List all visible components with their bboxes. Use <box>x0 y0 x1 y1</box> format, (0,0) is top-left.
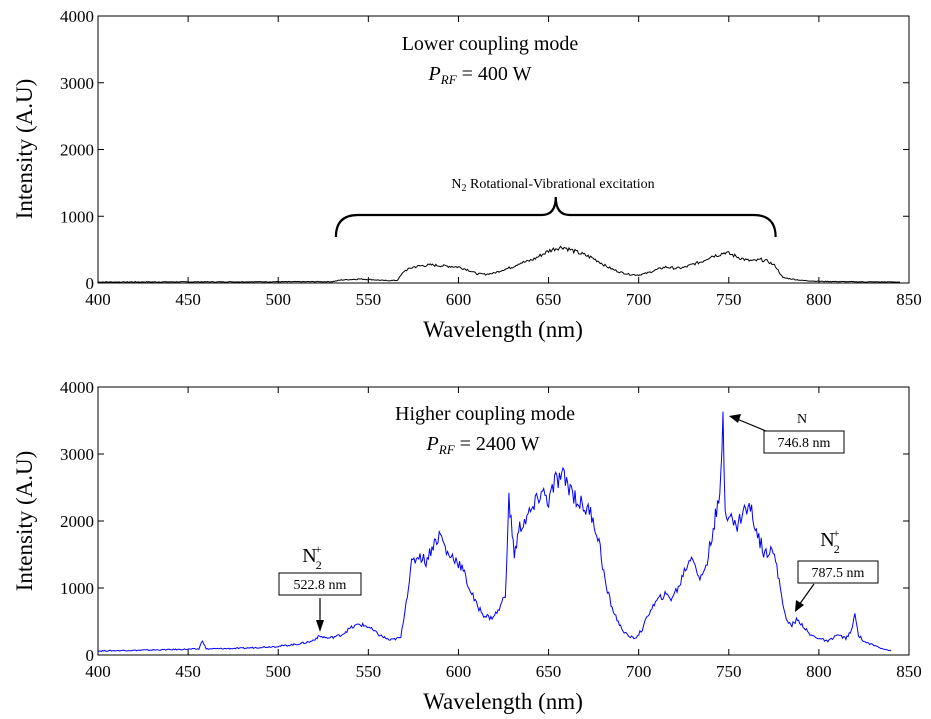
top-plot-frame <box>97 15 910 284</box>
y-tick-label: 2000 <box>60 512 94 531</box>
brace-label: N2 Rotational-Vibrational excitation <box>451 177 654 194</box>
y-tick-label: 3000 <box>60 74 94 93</box>
x-tick-label: 650 <box>536 290 562 309</box>
annotation-n2plus-522: N2+ 522.8 nm <box>278 542 362 632</box>
bottom-power-label: PRF = 2400 W <box>426 433 540 457</box>
y-tick-label: 3000 <box>60 445 94 464</box>
y-tick-label: 0 <box>86 274 95 293</box>
bottom-x-axis-title: Wavelength (nm) <box>423 689 583 714</box>
x-tick-label: 550 <box>356 662 382 681</box>
x-tick-label: 450 <box>175 290 201 309</box>
x-tick-label: 400 <box>85 662 111 681</box>
top-spectrum-line <box>98 245 901 283</box>
annotation-box <box>763 430 845 454</box>
annotation-label: 746.8 nm <box>778 436 831 451</box>
x-tick-label: 650 <box>536 662 562 681</box>
top-x-axis-title: Wavelength (nm) <box>423 317 583 342</box>
bottom-y-axis-title: Intensity (A.U) <box>12 451 37 592</box>
x-tick-label: 800 <box>806 290 832 309</box>
x-tick-label: 850 <box>896 290 922 309</box>
x-tick-label: 550 <box>356 290 382 309</box>
arrow-head <box>316 620 324 632</box>
bottom-mode-title: Higher coupling mode <box>395 403 575 425</box>
y-tick-label: 4000 <box>60 378 94 397</box>
y-tick-label: 2000 <box>60 141 94 160</box>
x-tick-label: 450 <box>175 662 201 681</box>
top-mode-title: Lower coupling mode <box>402 33 579 55</box>
annotation-arrow <box>798 583 815 606</box>
higher-coupling-panel: 400 450 500 550 600 650 700 750 800 850 0 1000 2000… <box>12 378 922 714</box>
annotation-box <box>797 560 879 584</box>
annotation-n2plus-787: N2+ 787.5 nm <box>795 526 879 612</box>
x-tick-label: 600 <box>446 662 472 681</box>
annotation-box <box>278 572 362 596</box>
top-power-label: PRF = 400 W <box>428 63 532 87</box>
y-tick-label: 4000 <box>60 7 94 26</box>
y-tick-label: 1000 <box>60 579 94 598</box>
x-tick-label: 850 <box>896 662 922 681</box>
x-tick-label: 750 <box>716 662 742 681</box>
top-y-axis-title: Intensity (A.U) <box>12 79 37 220</box>
annotation-species: N2+ <box>302 542 321 572</box>
annotation-species: N2+ <box>820 526 839 556</box>
x-tick-label: 800 <box>806 662 832 681</box>
x-tick-label: 400 <box>85 290 111 309</box>
bottom-spectrum-line <box>97 411 892 652</box>
annotation-species: N <box>797 412 807 427</box>
annotation-arrow <box>736 418 767 432</box>
excitation-brace <box>334 196 777 238</box>
x-tick-label: 600 <box>446 290 472 309</box>
x-tick-label: 500 <box>265 290 291 309</box>
bottom-plot-frame <box>97 386 910 656</box>
arrow-head <box>795 600 804 612</box>
annotation-n-746: N 746.8 nm <box>729 412 845 454</box>
x-tick-label: 500 <box>265 662 291 681</box>
x-tick-label: 700 <box>626 290 652 309</box>
arrow-head <box>729 414 741 423</box>
lower-coupling-panel: 400 450 500 550 600 650 700 750 800 850 0 1000 2000… <box>12 7 922 342</box>
y-tick-label: 1000 <box>60 207 94 226</box>
y-tick-label: 0 <box>86 646 95 665</box>
x-tick-label: 700 <box>626 662 652 681</box>
x-tick-label: 750 <box>716 290 742 309</box>
annotation-label: 522.8 nm <box>294 578 347 593</box>
annotation-label: 787.5 nm <box>812 566 865 581</box>
